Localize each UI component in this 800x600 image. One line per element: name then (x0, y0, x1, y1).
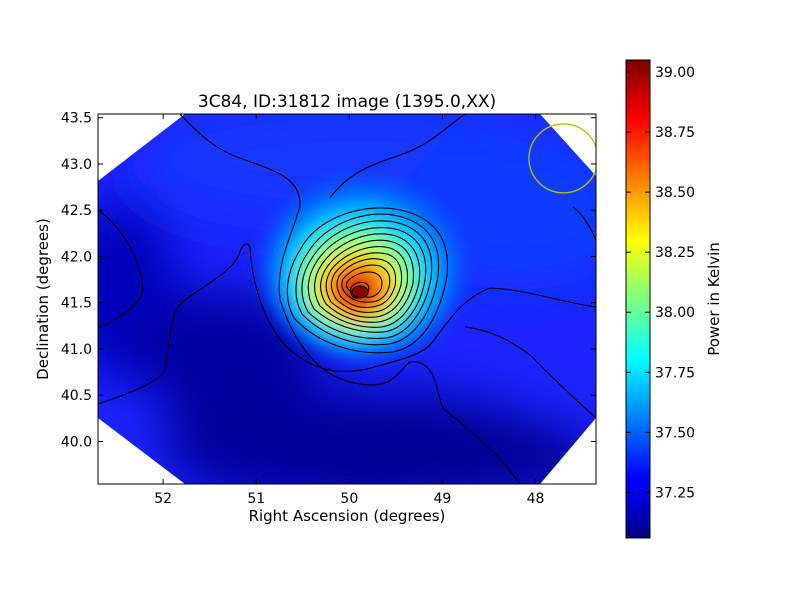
colorbar-tick-label: 37.50 (655, 425, 695, 441)
colorbar (625, 59, 651, 539)
contour-line (572, 206, 596, 241)
x-tick-label: 49 (433, 491, 451, 507)
colorbar-tick-label: 38.00 (655, 305, 695, 321)
colorbar-tick-label: 38.75 (655, 125, 695, 141)
y-axis: 40.0 40.5 41.0 41.5 42.0 42.5 43.0 43.5 (61, 111, 596, 450)
y-tick-label: 43.5 (61, 111, 92, 127)
colorbar-tick-label: 37.25 (655, 485, 695, 501)
contour-line (98, 209, 144, 329)
peak-core (351, 285, 369, 299)
contour-line (341, 264, 391, 303)
contour-line (325, 246, 409, 318)
heatmap-image (98, 114, 596, 484)
x-axis-label: Right Ascension (degrees) (249, 507, 446, 525)
contour-line (295, 213, 440, 346)
y-tick-label: 41.5 (61, 296, 92, 312)
contour-line (314, 233, 421, 328)
contour-lines (98, 114, 596, 484)
y-tick-label: 42.0 (61, 249, 92, 265)
y-tick-label: 40.5 (61, 388, 92, 404)
contour-line (329, 114, 466, 199)
x-axis: 52 51 50 49 48 (154, 114, 544, 507)
colorbar-ticks: 37.25 37.50 37.75 38.00 38.25 38.50 38.75 39.00 (626, 65, 695, 501)
colorbar-tick-label: 37.75 (655, 365, 695, 381)
x-tick-label: 52 (154, 491, 172, 507)
x-tick-label: 51 (247, 491, 265, 507)
contour-line (319, 239, 415, 323)
x-tick-label: 48 (527, 491, 545, 507)
contour-line (330, 252, 403, 313)
y-axis-label: Declination (degrees) (34, 218, 52, 380)
colorbar-tick-label: 39.00 (655, 65, 695, 81)
contour-line (179, 114, 521, 484)
chart-title: 3C84, ID:31812 image (1395.0,XX) (198, 92, 496, 112)
y-tick-label: 42.5 (61, 203, 92, 219)
contour-line (301, 220, 433, 340)
colorbar-label: Power in Kelvin (705, 242, 723, 356)
contour-line (345, 271, 383, 298)
x-tick-label: 50 (340, 491, 358, 507)
contour-line (286, 207, 449, 354)
contour-line (464, 326, 596, 419)
colorbar-tick-label: 38.50 (655, 185, 695, 201)
beam-circle (528, 123, 596, 194)
contour-line (307, 227, 427, 333)
y-tick-label: 41.0 (61, 342, 92, 358)
y-tick-label: 40.0 (61, 434, 92, 450)
colorbar-tick-label: 38.25 (655, 245, 695, 261)
contour-line (98, 243, 596, 405)
plot-frame (97, 113, 597, 485)
contour-line (336, 258, 397, 308)
y-tick-label: 43.0 (61, 157, 92, 173)
